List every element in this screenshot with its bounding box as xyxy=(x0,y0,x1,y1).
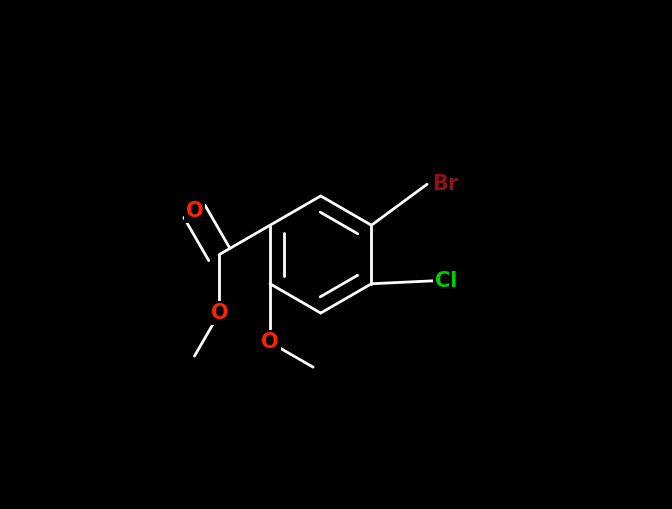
Text: O: O xyxy=(185,202,203,221)
Text: O: O xyxy=(210,303,228,323)
Text: Cl: Cl xyxy=(435,271,458,291)
Text: Br: Br xyxy=(432,174,458,194)
Text: O: O xyxy=(261,332,279,352)
